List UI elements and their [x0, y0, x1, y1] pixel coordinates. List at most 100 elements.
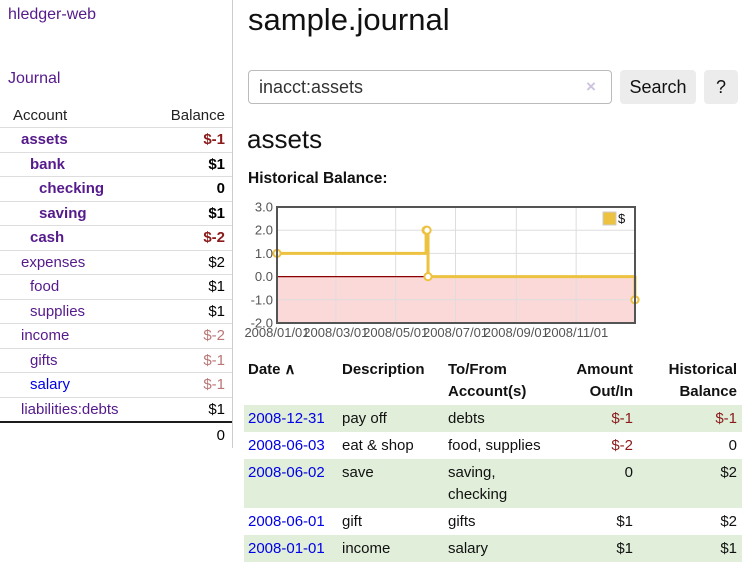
transaction-amount: $-2: [611, 437, 633, 454]
data-point: [422, 225, 432, 235]
column-header: Historical Balance: [668, 361, 737, 400]
account-balance: $2: [208, 253, 225, 271]
transaction-description: income: [342, 540, 391, 557]
transaction-row: 2008-06-03 eat & shop food, supplies $-2 0: [244, 432, 742, 459]
chart-heading: Historical Balance:: [248, 170, 388, 187]
account-link-cash[interactable]: cash: [30, 229, 65, 247]
transaction-date-link[interactable]: 2008-01-01: [248, 540, 325, 557]
transaction-balance: $-1: [715, 410, 737, 427]
account-row: bank $1: [0, 153, 232, 177]
transaction-balance: 0: [728, 437, 737, 454]
column-header: To/From Account(s): [448, 361, 527, 400]
transaction-date-cell: 2008-01-01: [244, 535, 342, 562]
account-row: income $-2: [0, 324, 232, 349]
transaction-amount: $1: [616, 540, 633, 557]
account-balance: $1: [208, 400, 225, 418]
account-balance: 0: [216, 180, 225, 198]
transaction-date-link[interactable]: 2008-06-02: [248, 464, 325, 481]
account-row: saving $1: [0, 202, 232, 226]
account-link-gifts[interactable]: gifts: [30, 351, 58, 369]
sort-asc-icon[interactable]: ∧: [284, 361, 296, 378]
account-link-assets[interactable]: assets: [21, 131, 68, 149]
x-tick-label: 2008/01/01: [244, 325, 309, 340]
transactions-table-body: 2008-12-31 pay off debts $-1 $-1 2008-06-03 ea…: [244, 405, 742, 562]
account-link-income[interactable]: income: [21, 327, 70, 345]
search-button[interactable]: Search: [620, 70, 696, 104]
column-header: Description: [342, 361, 425, 378]
transaction-accounts: food, supplies: [448, 437, 541, 454]
account-balance: $1: [208, 278, 225, 296]
account-tree: Account Balance assets $-1 bank $1 checking 0…: [0, 104, 232, 450]
sidebar-item-journal[interactable]: Journal: [8, 70, 61, 87]
account-link-salary[interactable]: salary: [30, 376, 71, 394]
account-balance: $1: [208, 155, 225, 173]
x-tick-label: 2008/07/01: [423, 325, 488, 340]
account-balance: $-2: [203, 327, 225, 345]
data-point: [423, 272, 433, 282]
transaction-description: eat & shop: [342, 437, 414, 454]
plot-border: [276, 206, 636, 324]
x-tick-label: 2008/03/01: [303, 325, 368, 340]
brand-link[interactable]: hledger-web: [8, 6, 97, 23]
legend-swatch: [602, 211, 617, 226]
account-balance: $1: [208, 204, 225, 222]
transaction-balance: $1: [720, 540, 737, 557]
transaction-description: gift: [342, 513, 363, 530]
account-link-saving[interactable]: saving: [39, 204, 87, 222]
transaction-date-link[interactable]: 2008-06-03: [248, 437, 325, 454]
account-balance: $-1: [203, 376, 225, 394]
transaction-row: 2008-06-01 gift gifts $1 $2: [244, 508, 742, 535]
transactions-table-header: Date ∧ Description To/From Account(s) Amount O…: [244, 356, 742, 405]
x-tick-label: 2008/11/01: [544, 325, 608, 340]
transaction-date-link[interactable]: 2008-06-01: [248, 513, 325, 530]
transaction-description: save: [342, 464, 374, 481]
page-title: sample.journal: [248, 2, 450, 37]
account-link-food[interactable]: food: [30, 278, 60, 296]
account-link-checking[interactable]: checking: [39, 180, 105, 198]
transaction-balance: $2: [720, 513, 737, 530]
account-link-expenses[interactable]: expenses: [21, 253, 86, 271]
account-balance: $-1: [203, 131, 225, 149]
account-row: cash $-2: [0, 226, 232, 251]
y-tick-label: -2.0: [251, 316, 273, 331]
transaction-amount: $1: [616, 513, 633, 530]
transaction-accounts: gifts: [448, 513, 476, 530]
account-balance: $1: [208, 302, 225, 320]
transactions-table: Date ∧ Description To/From Account(s) Amount O…: [244, 356, 742, 562]
transaction-date-cell: 2008-06-03: [244, 432, 342, 459]
account-link-bank[interactable]: bank: [30, 155, 66, 173]
account-row: food $1: [0, 275, 232, 300]
account-link-supplies[interactable]: supplies: [30, 302, 86, 320]
account-heading: assets: [247, 124, 323, 154]
account-row: salary $-1: [0, 373, 232, 398]
y-tick-label: 3.0: [255, 200, 273, 215]
transaction-description: pay off: [342, 410, 387, 427]
x-tick-label: 2008/09/01: [484, 325, 549, 340]
search-bar: × Search ?: [248, 70, 742, 104]
historical-balance-chart: $3.0 2.0 1.0 0.0 -1.0 -2.02008/01/012008/03/0…: [244, 200, 640, 340]
clear-search-icon[interactable]: ×: [586, 77, 596, 96]
transaction-balance: $2: [720, 464, 737, 481]
account-total: 0: [0, 421, 232, 450]
account-row: supplies $1: [0, 300, 232, 324]
transaction-date-cell: 2008-06-02: [244, 459, 342, 508]
y-tick-label: 2.0: [255, 223, 273, 238]
transaction-accounts: saving, checking: [448, 464, 508, 503]
x-tick-label: 2008/05/01: [363, 325, 428, 340]
search-input[interactable]: [248, 70, 612, 104]
transaction-row: 2008-01-01 income salary $1 $1: [244, 535, 742, 562]
account-table-header: Account Balance: [0, 104, 232, 128]
account-link-liabilities:debts[interactable]: liabilities:debts: [21, 400, 119, 418]
y-tick-label: 0.0: [255, 269, 273, 284]
help-button[interactable]: ?: [704, 70, 738, 104]
transaction-accounts: salary: [448, 540, 489, 557]
y-tick-label: 1.0: [255, 246, 273, 261]
account-row: assets $-1: [0, 128, 232, 153]
transaction-date-cell: 2008-06-01: [244, 508, 342, 535]
legend-label: $: [618, 211, 626, 226]
transaction-date-link[interactable]: 2008-12-31: [248, 410, 325, 427]
balance-column-header: Balance: [170, 107, 225, 124]
transaction-date-cell: 2008-12-31: [244, 405, 342, 432]
account-balance: $-1: [203, 351, 225, 369]
